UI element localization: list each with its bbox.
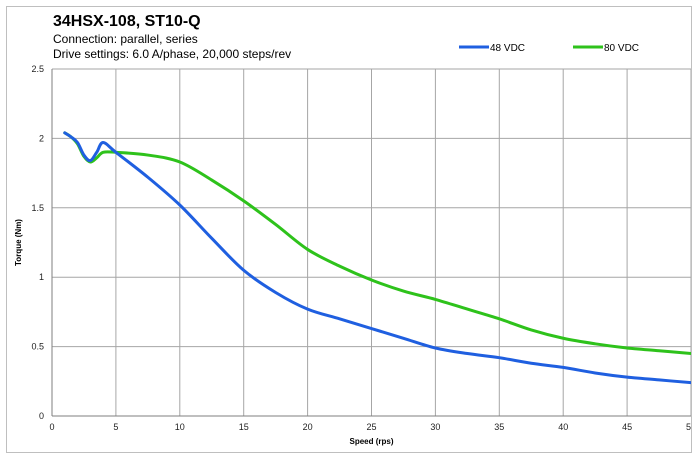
chart-subtitle-connection: Connection: parallel, series (53, 32, 198, 46)
x-tick-label: 15 (239, 422, 249, 432)
y-tick-label: 1.5 (31, 203, 44, 213)
chart-title: 34HSX-108, ST10-Q (53, 13, 201, 30)
series-line-48-vdc (63, 131, 691, 385)
x-tick-label: 30 (430, 422, 440, 432)
series-line-80-vdc (63, 131, 691, 356)
y-axis-label: Torque (Nm) (14, 219, 23, 266)
series-lines (63, 131, 691, 385)
x-tick-label: 45 (622, 422, 632, 432)
y-tick-label: 1 (39, 272, 44, 282)
x-tick-label: 50 (686, 422, 692, 432)
x-tick-label: 25 (366, 422, 376, 432)
x-tick-label: 40 (558, 422, 568, 432)
x-tick-label: 10 (175, 422, 185, 432)
x-tick-label: 20 (303, 422, 313, 432)
y-tick-label: 2.5 (31, 64, 44, 74)
x-tick-label: 5 (113, 422, 118, 432)
x-tick-label: 0 (49, 422, 54, 432)
grid (52, 68, 691, 416)
y-tick-label: 2 (39, 133, 44, 143)
legend: 48 VDC 80 VDC (459, 43, 639, 54)
y-tick-label: 0.5 (31, 342, 44, 352)
legend-label-48-vdc: 48 VDC (490, 43, 525, 54)
x-tick-label: 35 (494, 422, 504, 432)
chart-frame: 34HSX-108, ST10-Q Connection: parallel, … (6, 6, 692, 453)
axes: 0 5 10 15 20 25 30 35 40 45 50 0 0.5 1 1.5 2 2.5 (31, 64, 692, 432)
x-axis-label: Speed (rps) (349, 437, 393, 446)
legend-label-80-vdc: 80 VDC (604, 43, 639, 54)
y-tick-label: 0 (39, 411, 44, 421)
torque-speed-chart: 0 5 10 15 20 25 30 35 40 45 50 0 0.5 1 1.5 2 2.5 48 VDC 8… (14, 43, 692, 446)
chart-subtitle-drive-settings: Drive settings: 6.0 A/phase, 20,000 step… (53, 47, 292, 61)
